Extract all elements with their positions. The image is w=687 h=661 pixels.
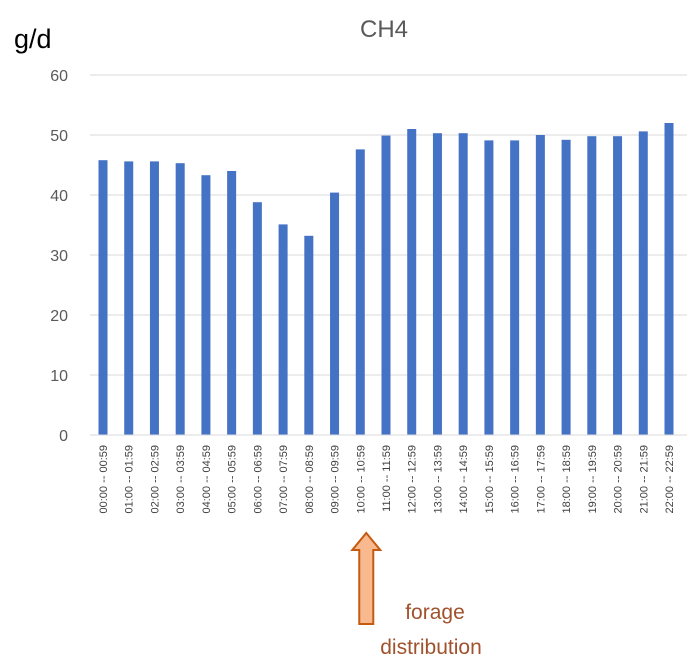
x-tick-label: 00:00 -- 00:59 bbox=[98, 445, 110, 514]
x-tick-label: 14:00 -- 14:59 bbox=[458, 445, 470, 514]
x-tick-label: 07:00 -- 07:59 bbox=[278, 445, 290, 514]
y-tick-label: 0 bbox=[59, 428, 68, 445]
bar bbox=[432, 133, 442, 435]
bar bbox=[638, 131, 648, 435]
y-axis-unit-label: g/d bbox=[14, 24, 52, 54]
x-tick-label: 20:00 -- 20:59 bbox=[613, 445, 625, 514]
bar bbox=[664, 123, 674, 435]
bar bbox=[587, 136, 597, 435]
x-tick-label: 06:00 -- 06:59 bbox=[252, 445, 264, 514]
x-tick-label: 15:00 -- 15:59 bbox=[484, 445, 496, 514]
x-tick-label: 03:00 -- 03:59 bbox=[175, 445, 187, 514]
x-tick-label: 10:00 -- 10:59 bbox=[355, 445, 367, 514]
annotation-line-1: forage bbox=[405, 601, 465, 624]
x-tick-label: 01:00 -- 01:59 bbox=[124, 445, 136, 514]
bar bbox=[407, 129, 417, 435]
bar bbox=[304, 235, 314, 435]
x-axis-labels: 00:00 -- 00:59 01:00 -- 01:59 02:00 -- 02:… bbox=[98, 445, 676, 514]
bar bbox=[355, 149, 365, 435]
y-tick-label: 10 bbox=[50, 368, 68, 385]
bar bbox=[613, 136, 623, 435]
y-axis-ticks: 0 10 20 30 40 50 60 bbox=[50, 68, 68, 445]
x-tick-label: 17:00 -- 17:59 bbox=[535, 445, 547, 514]
x-tick-label: 19:00 -- 19:59 bbox=[587, 445, 599, 514]
bar bbox=[458, 133, 468, 435]
bar bbox=[175, 163, 185, 435]
y-tick-label: 40 bbox=[50, 188, 68, 205]
bar bbox=[535, 135, 545, 435]
bar bbox=[98, 160, 108, 435]
bar bbox=[484, 140, 494, 435]
bar bbox=[149, 161, 159, 435]
bar bbox=[201, 175, 211, 435]
x-tick-label: 18:00 -- 18:59 bbox=[561, 445, 573, 514]
x-tick-label: 12:00 -- 12:59 bbox=[407, 445, 419, 514]
x-tick-label: 13:00 -- 13:59 bbox=[432, 445, 444, 514]
x-tick-label: 04:00 -- 04:59 bbox=[201, 445, 213, 514]
x-tick-label: 05:00 -- 05:59 bbox=[227, 445, 239, 514]
x-tick-label: 21:00 -- 21:59 bbox=[638, 445, 650, 514]
y-tick-label: 30 bbox=[50, 248, 68, 265]
y-tick-label: 50 bbox=[50, 128, 68, 145]
x-tick-label: 22:00 -- 22:59 bbox=[664, 445, 676, 514]
x-tick-label: 08:00 -- 08:59 bbox=[304, 445, 316, 514]
x-tick-label: 02:00 -- 02:59 bbox=[149, 445, 161, 514]
bar bbox=[252, 202, 262, 435]
up-arrow-icon bbox=[350, 531, 383, 625]
forage-annotation: forage distribution bbox=[350, 531, 482, 659]
x-tick-label: 09:00 -- 09:59 bbox=[330, 445, 342, 514]
y-tick-label: 20 bbox=[50, 308, 68, 325]
bar bbox=[278, 224, 288, 435]
x-tick-label: 11:00 -- 11:59 bbox=[381, 445, 393, 512]
annotation-line-2: distribution bbox=[380, 636, 482, 659]
x-tick-label: 16:00 -- 16:59 bbox=[510, 445, 522, 514]
bar bbox=[330, 192, 340, 435]
y-tick-label: 60 bbox=[50, 68, 68, 85]
bar bbox=[124, 161, 134, 435]
bar bbox=[381, 135, 391, 435]
bar bbox=[510, 140, 520, 435]
bar bbox=[227, 171, 237, 435]
chart-title: CH4 bbox=[360, 16, 408, 43]
bar bbox=[561, 139, 571, 436]
bars bbox=[98, 123, 674, 436]
